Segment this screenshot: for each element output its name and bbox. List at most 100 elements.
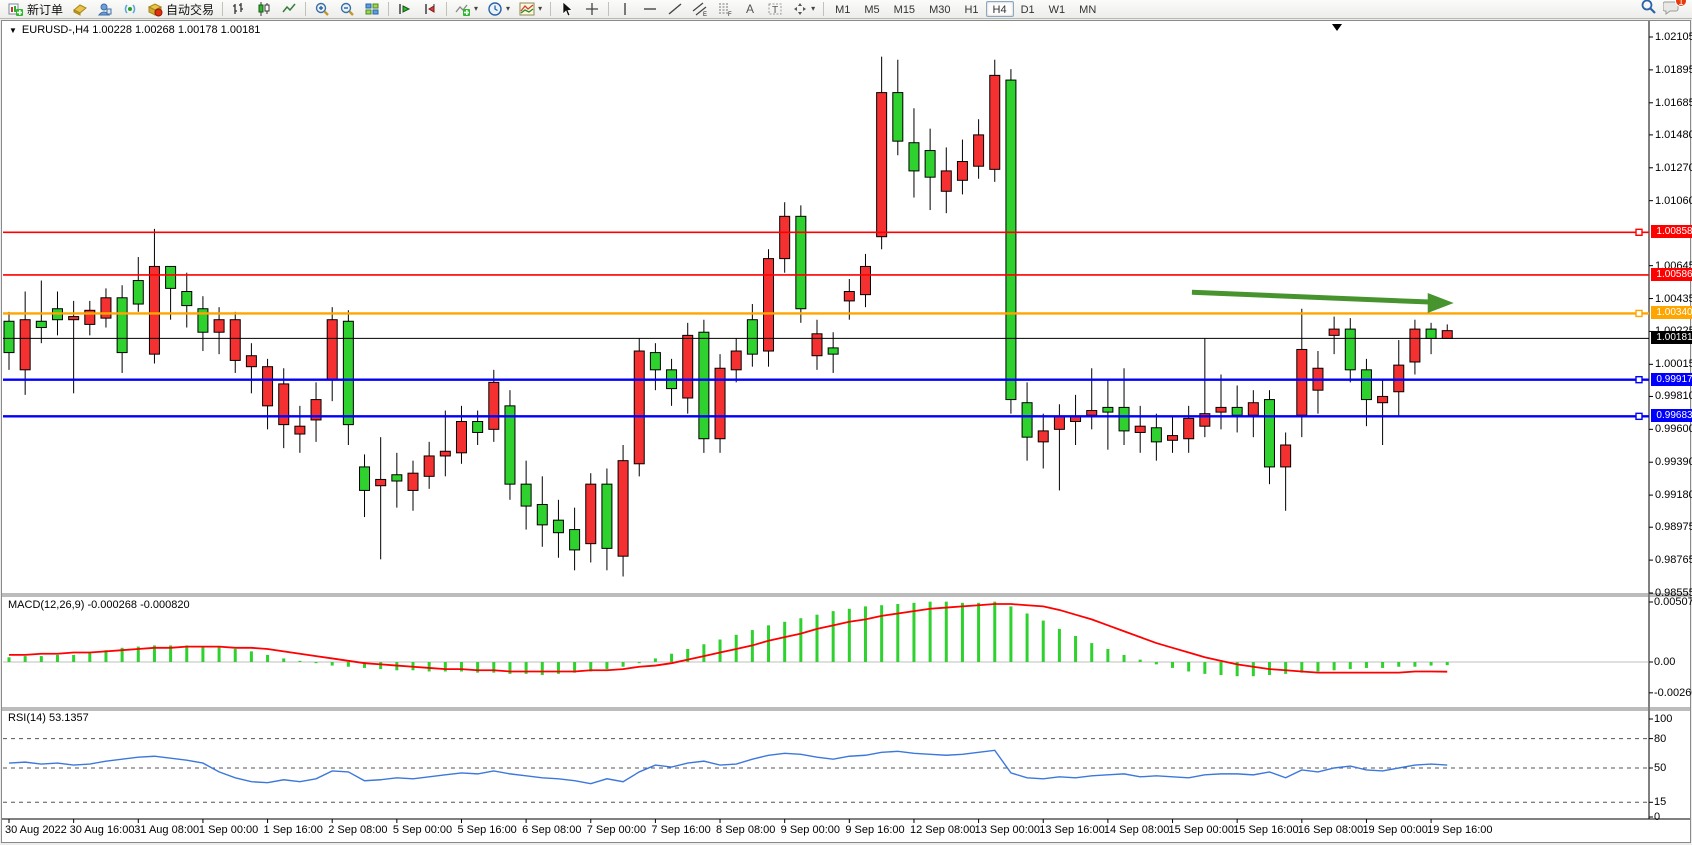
time-axis-label[interactable]: 30 Aug 2022 [5,824,67,836]
candle-body [698,331,710,440]
candle-body [1409,328,1421,363]
rsi-axis-label: 0 [1654,811,1661,823]
chart-shift-button[interactable] [418,1,442,18]
candle-body [1263,399,1275,468]
chart-end-marker-icon[interactable] [1332,24,1342,31]
indicators-button[interactable]: ▾ [451,1,482,18]
tile-windows-icon [364,1,380,17]
time-axis-label[interactable]: 7 Sep 00:00 [586,824,647,836]
candle-body [859,265,871,296]
candle-body [569,529,581,551]
fibonacci-button[interactable]: F [713,1,737,18]
svg-text:F: F [728,12,732,17]
time-axis-label[interactable]: 5 Sep 16:00 [457,824,517,836]
candle-body [197,308,209,333]
horizontal-line-button[interactable] [638,1,662,18]
line-chart-button[interactable] [277,1,301,18]
price-tick: 0.99390 [1655,456,1692,469]
trendline-button[interactable] [663,1,687,18]
timeframe-button-w1[interactable]: W1 [1048,4,1066,16]
time-axis-label[interactable]: 14 Sep 08:00 [1103,824,1170,836]
macd-axis-label: 0.005071 [1654,596,1692,608]
timeframe-button-d1[interactable]: D1 [1020,4,1035,16]
toolbar-separator [388,2,390,16]
price-level-badge: 1.00858 [1651,225,1692,239]
time-axis-label[interactable]: 7 Sep 16:00 [651,824,711,836]
chart-title-bar[interactable]: ▼ EURUSD-,H4 1.00228 1.00268 1.00178 1.0… [9,24,260,36]
autotrading-button[interactable]: 自动交易 [143,1,218,18]
zoom-in-button[interactable] [310,1,334,18]
symbol-dropdown-icon[interactable]: ▼ [9,25,17,35]
time-axis-label[interactable]: 13 Sep 00:00 [974,824,1041,836]
notification-badge: 1 [1675,0,1687,7]
time-axis-label[interactable]: 9 Sep 16:00 [845,824,905,836]
bar-chart-button[interactable] [227,1,251,18]
time-axis-label[interactable]: 12 Sep 08:00 [909,824,976,836]
candle-body [326,319,338,380]
time-axis-label[interactable]: 30 Aug 16:00 [69,824,135,836]
timeframe-button-mn[interactable]: MN [1079,4,1097,16]
text-button[interactable]: A [738,1,762,18]
search-icon[interactable] [1640,0,1657,20]
candle-body [116,297,128,354]
new-order-button[interactable]: 新订单 [4,1,67,18]
chart-canvas[interactable] [2,21,1690,842]
zoom-out-button[interactable] [335,1,359,18]
time-axis-label[interactable]: 16 Sep 08:00 [1297,824,1364,836]
timeframe-button-h4[interactable]: H4 [985,1,1014,17]
fibonacci-icon: F [717,1,733,17]
candle-body [504,405,516,485]
timeframe-button-m5[interactable]: M5 [864,4,880,16]
candle-body [342,320,354,426]
rsi-axis-label: 15 [1654,796,1667,809]
toolbar-separator [823,2,825,16]
notifications-icon[interactable]: 1 [1662,0,1687,20]
metaeditor-button[interactable] [93,1,117,18]
arrows-button[interactable]: ▾ [788,1,819,18]
timeframe-button-m1[interactable]: M1 [835,4,851,16]
time-axis-label[interactable]: 1 Sep 16:00 [263,824,323,836]
candlestick-chart-button[interactable] [252,1,276,18]
timeframe-button-m15[interactable]: M15 [893,4,916,16]
equidistant-channel-button[interactable]: E [688,1,712,18]
candle-body [359,466,371,491]
time-axis-label[interactable]: 5 Sep 00:00 [392,824,453,836]
time-axis-label[interactable]: 15 Sep 00:00 [1168,824,1234,836]
time-axis-label[interactable]: 6 Sep 08:00 [522,824,582,836]
rsi-line [8,749,1448,785]
time-axis-label[interactable]: 19 Sep 00:00 [1362,824,1428,836]
templates-button[interactable]: ▾ [515,1,546,18]
cursor-button[interactable] [555,1,579,18]
candle-body [1360,369,1372,401]
time-axis-label[interactable]: 15 Sep 16:00 [1233,824,1299,836]
styler-button[interactable] [68,1,92,18]
time-axis-label[interactable]: 2 Sep 08:00 [328,824,388,836]
time-axis-label[interactable]: 8 Sep 08:00 [716,824,776,836]
candle-body [1134,425,1146,433]
time-axis-label[interactable]: 19 Sep 16:00 [1427,824,1493,836]
price-tick: 1.01270 [1655,161,1692,174]
price-level-badge: 1.00340 [1651,306,1692,320]
time-axis-label[interactable]: 13 Sep 16:00 [1039,824,1105,836]
candle-body [35,320,47,329]
crosshair-button[interactable] [580,1,604,18]
vertical-line-button[interactable] [613,1,637,18]
periods-button[interactable]: ▾ [483,1,514,18]
candle-body [488,381,500,430]
svg-text:T: T [772,5,778,16]
trend-arrow-annotation[interactable] [1191,289,1454,314]
candle-body [1183,417,1195,440]
time-axis-label[interactable]: 31 Aug 08:00 [134,824,200,836]
time-axis-label[interactable]: 1 Sep 00:00 [198,824,259,836]
candle-body [1425,328,1437,339]
timeframe-button-m30[interactable]: M30 [929,4,951,16]
candle-body [472,421,484,433]
timeframe-button-h1[interactable]: H1 [964,4,979,16]
text-label-button[interactable]: T [763,1,787,18]
text-label-icon: T [767,1,783,17]
autoscroll-button[interactable] [393,1,417,18]
tile-windows-button[interactable] [360,1,384,18]
chart-window: ▼ EURUSD-,H4 1.00228 1.00268 1.00178 1.0… [1,20,1692,843]
time-axis-label[interactable]: 9 Sep 00:00 [780,824,841,836]
signals-button[interactable] [118,1,142,18]
